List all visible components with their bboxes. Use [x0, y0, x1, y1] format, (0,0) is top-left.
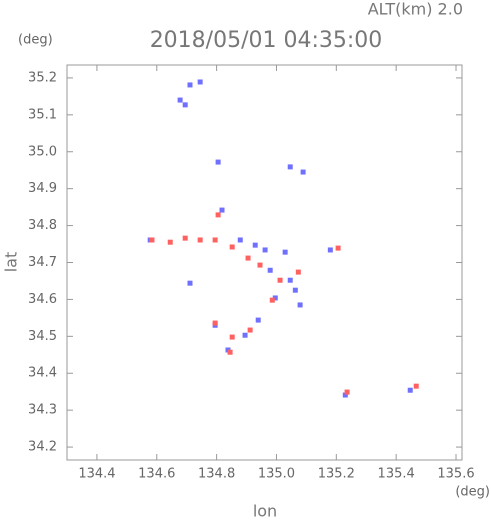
chart-title: 2018/05/01 04:35:00: [150, 28, 383, 53]
x-unit: (deg): [455, 485, 490, 500]
echo-point: [237, 237, 243, 243]
chart-subtitle: ALT(km) 2.0: [368, 0, 463, 19]
echo-point: [327, 247, 333, 253]
echo-point: [229, 334, 235, 340]
plot-frame: [66, 64, 463, 461]
y-tick-label: 35.2: [28, 70, 57, 85]
echo-point: [245, 255, 251, 261]
echo-point: [247, 327, 253, 333]
echo-point: [197, 79, 203, 85]
echo-point: [287, 277, 293, 283]
y-tick-label: 34.9: [28, 181, 57, 196]
echo-point: [177, 97, 183, 103]
echo-point: [282, 249, 288, 255]
echo-point: [407, 387, 413, 393]
y-tick-label: 34.3: [28, 403, 57, 418]
echo-point: [342, 392, 348, 398]
echo-point: [242, 332, 248, 338]
y-tick-label: 34.4: [28, 366, 57, 381]
echo-point: [267, 267, 273, 273]
x-tick-label: 135.2: [318, 467, 355, 482]
echo-point: [215, 212, 221, 218]
x-axis-label: lon: [253, 502, 277, 521]
echo-point: [182, 235, 188, 241]
echo-point: [182, 102, 188, 108]
echo-point: [252, 242, 258, 248]
echo-point: [229, 244, 235, 250]
y-tick-label: 34.7: [28, 255, 57, 270]
echo-point: [295, 269, 301, 275]
echo-point: [215, 159, 221, 165]
x-tick-label: 135.6: [437, 467, 474, 482]
x-tick-label: 135.4: [378, 467, 415, 482]
echo-point: [262, 247, 268, 253]
y-tick-label: 34.5: [28, 329, 57, 344]
x-tick-label: 135.0: [258, 467, 295, 482]
echo-point: [212, 237, 218, 243]
echo-point: [287, 164, 293, 170]
echo-point: [149, 237, 155, 243]
echo-point: [187, 280, 193, 286]
echo-point: [212, 320, 218, 326]
echo-point: [219, 207, 225, 213]
echo-point: [255, 317, 261, 323]
echo-point: [335, 245, 341, 251]
y-unit: (deg): [18, 33, 53, 48]
echo-point: [292, 287, 298, 293]
echo-point: [227, 349, 233, 355]
echo-point: [269, 297, 275, 303]
echo-point: [272, 295, 278, 301]
echo-point: [277, 277, 283, 283]
echo-point: [257, 262, 263, 268]
echo-point: [197, 237, 203, 243]
y-tick-label: 35.0: [28, 144, 57, 159]
y-tick-label: 34.2: [28, 440, 57, 455]
echo-point: [344, 389, 350, 395]
y-tick-label: 34.6: [28, 292, 57, 307]
echo-point: [300, 169, 306, 175]
y-axis-label: lat: [2, 252, 21, 273]
x-tick-label: 134.8: [198, 467, 235, 482]
y-tick-label: 35.1: [28, 107, 57, 122]
echo-point: [413, 383, 419, 389]
x-tick-label: 134.6: [138, 467, 175, 482]
echo-point: [187, 82, 193, 88]
y-tick-label: 34.8: [28, 218, 57, 233]
echo-point: [167, 239, 173, 245]
x-tick-label: 134.4: [78, 467, 115, 482]
echo-point: [297, 302, 303, 308]
